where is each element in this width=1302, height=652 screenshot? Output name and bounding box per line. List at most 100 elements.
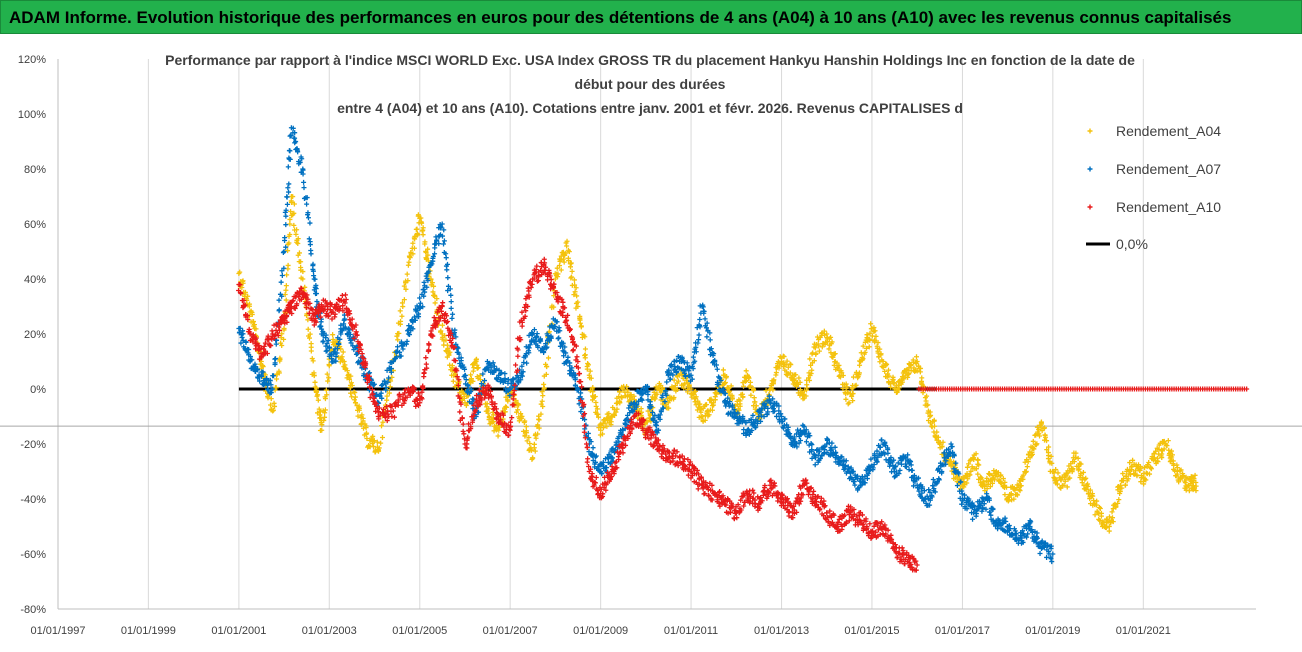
data-point (450, 311, 456, 317)
data-point (682, 381, 688, 387)
data-point (387, 384, 393, 390)
data-point (531, 445, 537, 451)
data-point (864, 345, 870, 351)
data-point (287, 148, 293, 154)
data-point (545, 355, 551, 361)
data-point (398, 318, 404, 324)
data-point (239, 335, 245, 341)
data-point (770, 387, 776, 393)
data-point (886, 373, 892, 379)
data-point (868, 321, 874, 327)
data-point (446, 352, 452, 358)
data-point (964, 480, 970, 486)
data-point (705, 408, 711, 414)
data-point (543, 371, 549, 377)
data-point (295, 236, 301, 242)
data-point (697, 401, 703, 407)
data-point (924, 402, 930, 408)
chart-title-line-1: Performance par rapport à l'indice MSCI … (165, 52, 1135, 68)
data-point (975, 461, 981, 467)
data-point (557, 263, 563, 269)
data-point (624, 383, 630, 389)
data-point (326, 375, 332, 381)
data-point (914, 359, 920, 364)
data-point (813, 350, 819, 356)
data-point (283, 283, 289, 289)
data-point (590, 384, 596, 390)
data-point (914, 368, 920, 374)
data-point (376, 445, 382, 451)
data-point (845, 390, 851, 396)
data-point (811, 488, 817, 494)
x-tick-label: 01/01/2009 (573, 625, 628, 637)
data-point (966, 461, 972, 467)
data-point (291, 222, 297, 228)
data-point (860, 343, 866, 349)
data-point (394, 333, 400, 339)
data-point (423, 249, 429, 255)
data-point (809, 367, 815, 373)
data-point (283, 297, 289, 303)
data-point (449, 363, 455, 369)
data-point (312, 379, 318, 385)
data-point (450, 378, 456, 384)
data-point (884, 361, 890, 367)
data-point (588, 375, 594, 381)
data-point (751, 395, 757, 401)
data-point (443, 255, 449, 261)
data-point (273, 385, 279, 391)
data-point (448, 292, 454, 298)
data-point (276, 368, 282, 374)
data-point (839, 370, 845, 376)
data-point (628, 392, 634, 398)
data-point (351, 397, 357, 403)
data-point (323, 348, 329, 354)
data-point (882, 368, 888, 374)
data-point (726, 385, 732, 391)
data-point (594, 406, 600, 412)
data-point (281, 249, 287, 254)
data-point (490, 412, 496, 418)
data-point (305, 326, 311, 332)
y-tick-label: -40% (20, 494, 46, 506)
data-point (568, 260, 574, 266)
x-tick-label: 01/01/2007 (483, 625, 538, 637)
chart-area: 01/01/1997 01/01/1999 01/01/2001 01/01/2003… (0, 34, 1302, 647)
data-point (803, 439, 809, 445)
data-point (271, 407, 277, 413)
data-point (590, 445, 596, 451)
data-point (688, 386, 694, 392)
data-point (555, 274, 561, 280)
data-point (558, 267, 564, 273)
data-point (357, 405, 363, 411)
data-point (384, 393, 390, 399)
data-point (693, 394, 699, 400)
data-point (495, 433, 501, 439)
data-point (573, 285, 579, 291)
data-point (675, 378, 681, 384)
y-tick-label: 60% (24, 219, 46, 231)
chart-title: Performance par rapport à l'indice MSCI … (140, 48, 1160, 120)
data-point (519, 413, 525, 419)
data-point (503, 404, 509, 410)
data-point (541, 386, 547, 392)
data-point (890, 374, 896, 380)
data-point (410, 251, 416, 257)
data-point (295, 241, 301, 247)
data-point (323, 387, 329, 393)
data-point (371, 438, 377, 444)
x-tick-label: 01/01/2019 (1025, 625, 1080, 637)
data-point (939, 444, 945, 450)
data-point (714, 366, 720, 372)
data-point (712, 394, 718, 400)
data-point (932, 423, 938, 429)
data-point (291, 201, 297, 207)
data-point (399, 313, 405, 319)
data-point (811, 358, 817, 364)
data-point (906, 467, 912, 473)
data-point (604, 423, 610, 429)
data-point (812, 462, 818, 468)
data-point (370, 433, 376, 439)
data-point (404, 271, 410, 277)
data-point (816, 343, 822, 349)
